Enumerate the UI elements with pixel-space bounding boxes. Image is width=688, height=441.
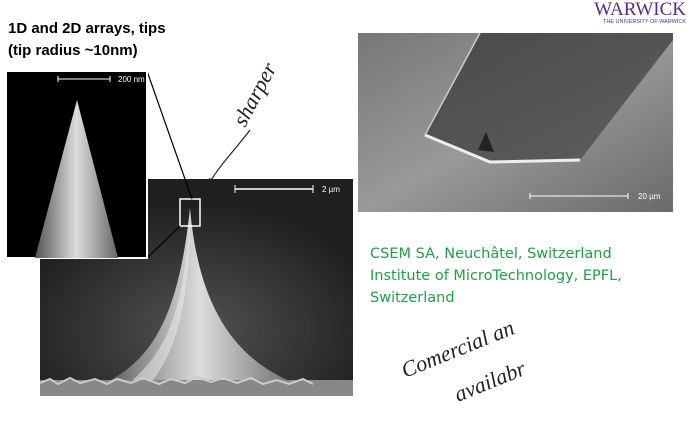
logo: WARWICK <box>594 0 686 20</box>
sem-image-small: 200 nm <box>5 70 148 259</box>
sem-image-right: 20 µm <box>358 32 673 212</box>
handwritten-note: availabr <box>451 355 530 406</box>
title-line: 1D and 2D arrays, tips <box>8 20 166 37</box>
scale-label: 200 nm <box>118 75 145 84</box>
source-line: Institute of MicroTechnology, EPFL, <box>370 268 622 284</box>
source-line: CSEM SA, Neuchâtel, Switzerland <box>370 246 612 262</box>
scale-label: 2 µm <box>322 185 340 194</box>
handwritten-note: sharper <box>227 58 281 131</box>
title-line: (tip radius ~10nm) <box>8 42 138 59</box>
logo-subtitle: THE UNIVERSITY OF WARWICK <box>603 19 686 25</box>
source-line: Switzerland <box>370 290 455 306</box>
scale-label: 20 µm <box>638 192 661 201</box>
